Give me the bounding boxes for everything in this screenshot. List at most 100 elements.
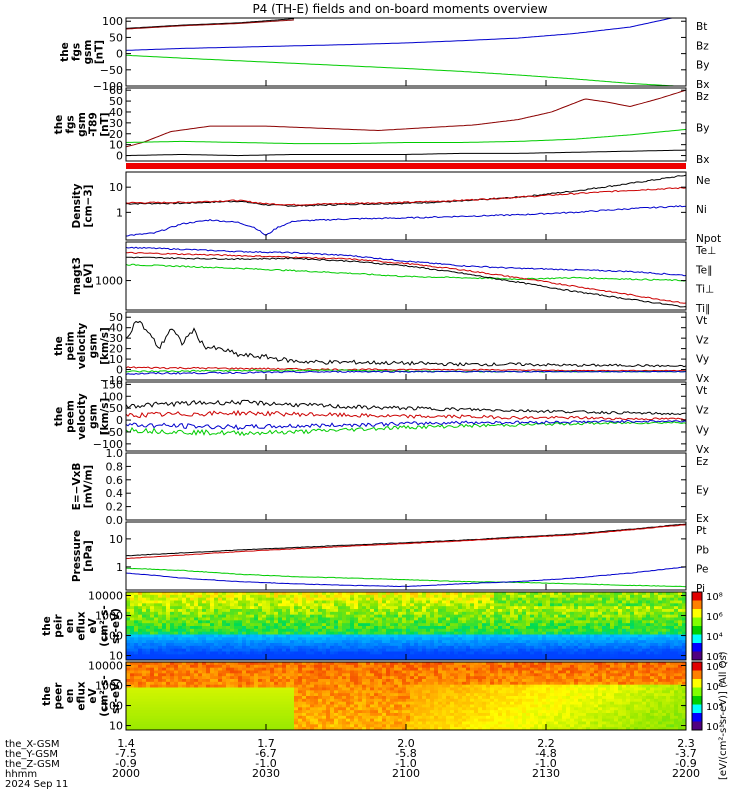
svg-text:eV: eV <box>87 618 99 634</box>
series-vz <box>125 366 687 372</box>
legend-Ex: Ex <box>696 513 709 525</box>
svg-text:fgs: fgs <box>65 115 77 133</box>
series-pt <box>125 523 687 557</box>
svg-text:peem: peem <box>65 400 77 433</box>
series-bz <box>125 89 687 148</box>
footer-tick-label: -7.5 <box>115 747 136 760</box>
y-tick-label: 0.4 <box>106 487 124 500</box>
legend-Vy: Vy <box>696 354 709 366</box>
series-te∥ <box>126 256 687 308</box>
footer-row-label: 2024 Sep 11 <box>5 779 68 790</box>
legend-Bx: Bx <box>696 79 709 91</box>
colorbar-segment <box>692 679 702 688</box>
y-tick-label: 150 <box>102 378 123 391</box>
series-vy <box>125 421 687 437</box>
y-axis-label: the peim velocity gsm [km/s] <box>53 323 111 370</box>
svg-text:[nT]: [nT] <box>94 40 106 64</box>
data-gap-strip <box>126 163 686 169</box>
legend-Vt: Vt <box>696 385 707 397</box>
y-tick-label: 50 <box>109 311 123 324</box>
colorbar-frame <box>691 591 703 661</box>
y-axis-label: the peem velocity gsm [km/s] <box>53 393 111 440</box>
footer-tick-label: 2.0 <box>397 737 415 750</box>
series-vt <box>125 320 687 368</box>
svg-text:gsm: gsm <box>88 334 100 359</box>
legend-Te∥: Te∥ <box>695 264 712 276</box>
svg-text:eflux: eflux <box>76 611 88 640</box>
svg-text:the: the <box>59 42 71 62</box>
series-npot <box>125 205 686 237</box>
y-axis-label: magt3 [eV] <box>71 257 95 295</box>
series-ni <box>125 174 687 207</box>
svg-text:[mV/m]: [mV/m] <box>83 465 95 508</box>
colorbar-segment <box>692 651 702 661</box>
panel-frame <box>125 452 687 521</box>
legend-Pt: Pt <box>696 525 706 537</box>
svg-text:gsm: gsm <box>76 112 88 137</box>
y-axis-label: the peer en eflux eV (cm²-s-sr-eV) <box>41 675 122 717</box>
y-tick-label: 10 <box>109 139 123 152</box>
y-tick-label: 30 <box>109 332 123 345</box>
legend-By: By <box>696 60 709 72</box>
footer-tick-label: -4.8 <box>535 747 556 760</box>
svg-text:the: the <box>41 616 53 636</box>
series-by <box>125 54 686 87</box>
y-tick-label: 10 <box>109 181 123 194</box>
y-tick-label: 50 <box>109 31 123 44</box>
colorbar-segment <box>692 592 702 601</box>
legend-Vy: Vy <box>696 424 709 436</box>
y-tick-label: 20 <box>109 343 123 356</box>
y-tick-label: 40 <box>109 106 123 119</box>
colorbar-segment <box>692 713 702 722</box>
y-axis-label: E=−VxB [mV/m] <box>71 463 95 511</box>
svg-text:gsm: gsm <box>82 40 94 65</box>
svg-text:[km/s]: [km/s] <box>99 327 111 365</box>
y-tick-label: 10 <box>109 650 123 663</box>
legend-Npot: Npot <box>696 233 721 245</box>
colorbar-segment <box>692 634 702 644</box>
series-vz <box>125 409 687 421</box>
y-tick-label: 1 <box>116 561 123 574</box>
panel-9: 10000 1000 100 10 the peir en eflux eV (cm²-s-sr-… <box>41 590 687 663</box>
footer-tick-label: 1.4 <box>117 737 135 750</box>
y-tick-label: 0.0 <box>106 514 124 527</box>
y-tick-label: 1.0 <box>106 447 124 460</box>
y-axis-label: Density [cm−3] <box>71 183 95 228</box>
panel-frame <box>125 381 687 452</box>
series-bz <box>125 19 295 30</box>
plot-title: P4 (TH-E) fields and on-board moments ov… <box>252 2 547 16</box>
legend-Vz: Vz <box>696 405 709 417</box>
y-tick-label: 50 <box>109 95 123 108</box>
footer-row-label: the_X-GSM <box>5 739 59 750</box>
legend-Vx: Vx <box>696 373 709 385</box>
footer-tick-label: -5.8 <box>395 747 416 760</box>
y-tick-label: 10 <box>109 720 123 733</box>
footer-tick-label: -0.9 <box>675 757 696 770</box>
legend-Bt: Bt <box>696 21 707 33</box>
svg-text:peim: peim <box>65 331 77 360</box>
footer-tick-label: -6.7 <box>255 747 276 760</box>
y-tick-label: 10 <box>109 533 123 546</box>
y-tick-label: 1000 <box>95 610 123 623</box>
colorbar-segment <box>692 643 702 652</box>
svg-text:the: the <box>53 336 65 356</box>
y-axis-label: the peir en eflux eV (cm²-s-sr-eV) <box>41 605 122 647</box>
colorbar-segment <box>692 670 702 680</box>
y-tick-label: −50 <box>100 64 123 77</box>
series-ne <box>125 186 687 206</box>
legend-Bz: Bz <box>696 40 709 52</box>
colorbar-segment <box>692 662 702 671</box>
y-tick-label: 0.8 <box>106 460 124 473</box>
svg-text:the: the <box>53 407 65 427</box>
legend-Pb: Pb <box>696 544 709 556</box>
colorbar-tick-label: 10⁸ <box>706 662 723 673</box>
colorbar-segment <box>692 721 702 731</box>
colorbar-tick-label: 10⁴ <box>706 632 723 643</box>
colorbar-segment <box>692 704 702 714</box>
footer-tick-label: 2.2 <box>537 737 555 750</box>
legend-Ne: Ne <box>696 175 710 187</box>
